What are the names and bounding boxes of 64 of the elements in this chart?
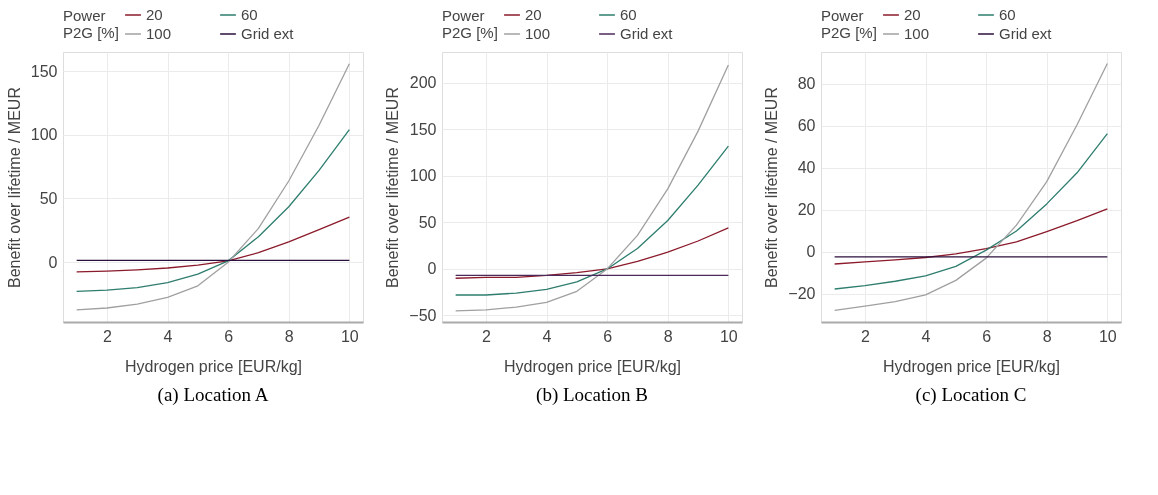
x-tick-label: 8 — [284, 327, 294, 345]
x-axis-title: Hydrogen price [EUR/kg] — [883, 357, 1060, 375]
x-tick-label: 2 — [102, 327, 112, 345]
x-axis-title: Hydrogen price [EUR/kg] — [125, 357, 302, 375]
legend-label: Grid ext — [999, 25, 1053, 42]
legend-label: 20 — [525, 6, 542, 23]
x-tick-label: 4 — [542, 327, 552, 345]
x-tick-label: 8 — [663, 327, 673, 345]
legend-label: 60 — [620, 6, 637, 23]
legend-label: 60 — [241, 6, 258, 23]
y-tick-label: 80 — [797, 75, 816, 93]
x-tick-label: 4 — [163, 327, 173, 345]
legend-title: Power P2G [%] — [442, 7, 498, 41]
line-series — [75, 129, 351, 293]
legend-title: Power P2G [%] — [63, 7, 119, 41]
legend-label: 60 — [999, 6, 1016, 23]
x-tick-label: 10 — [1098, 327, 1117, 345]
y-axis-title: Benefit over lifetime / MEUR — [384, 87, 402, 288]
line-series — [75, 216, 351, 273]
line-series — [454, 64, 730, 312]
line-series — [75, 63, 351, 311]
x-tick-label: 10 — [719, 327, 738, 345]
y-tick-label: 20 — [797, 201, 816, 219]
y-tick-label: 150 — [409, 120, 437, 138]
line-series — [833, 62, 1109, 312]
line-series — [833, 132, 1109, 290]
y-axis-title: Benefit over lifetime / MEUR — [763, 87, 781, 288]
legend-label: 100 — [904, 25, 930, 42]
legend-label: 20 — [146, 6, 163, 23]
y-tick-label: 0 — [427, 260, 437, 278]
legend-title: Power P2G [%] — [821, 7, 877, 41]
y-tick-label: 0 — [48, 253, 58, 271]
y-tick-label: 100 — [30, 126, 58, 144]
x-tick-label: 6 — [603, 327, 613, 345]
x-tick-label: 4 — [921, 327, 931, 345]
text: (c) Location C — [915, 384, 1027, 406]
legend-label: 100 — [146, 25, 172, 42]
line-series — [454, 145, 730, 296]
legend-label: Grid ext — [241, 25, 295, 42]
x-axis-title: Hydrogen price [EUR/kg] — [504, 357, 681, 375]
y-tick-label: 50 — [418, 213, 437, 231]
y-tick-label: 100 — [409, 167, 437, 185]
y-tick-label: 60 — [797, 117, 816, 135]
text: (a) Location A — [157, 384, 269, 406]
y-tick-label: 200 — [409, 74, 437, 92]
x-tick-label: 6 — [982, 327, 992, 345]
line-series — [833, 208, 1109, 265]
x-tick-label: 6 — [224, 327, 234, 345]
y-tick-label: 0 — [806, 243, 816, 261]
y-tick-label: 40 — [797, 159, 816, 177]
y-tick-label: −50 — [409, 306, 437, 324]
x-tick-label: 2 — [481, 327, 491, 345]
y-axis-title: Benefit over lifetime / MEUR — [5, 87, 23, 288]
legend-label: Grid ext — [620, 25, 674, 42]
legend-label: 100 — [525, 25, 551, 42]
x-tick-label: 8 — [1042, 327, 1052, 345]
x-tick-label: 10 — [340, 327, 359, 345]
line-series — [454, 227, 730, 279]
y-tick-label: −20 — [788, 285, 816, 303]
x-tick-label: 2 — [860, 327, 870, 345]
legend-label: 20 — [904, 6, 921, 23]
y-tick-label: 150 — [30, 62, 58, 80]
text: (b) Location B — [536, 384, 648, 406]
y-tick-label: 50 — [39, 189, 58, 207]
